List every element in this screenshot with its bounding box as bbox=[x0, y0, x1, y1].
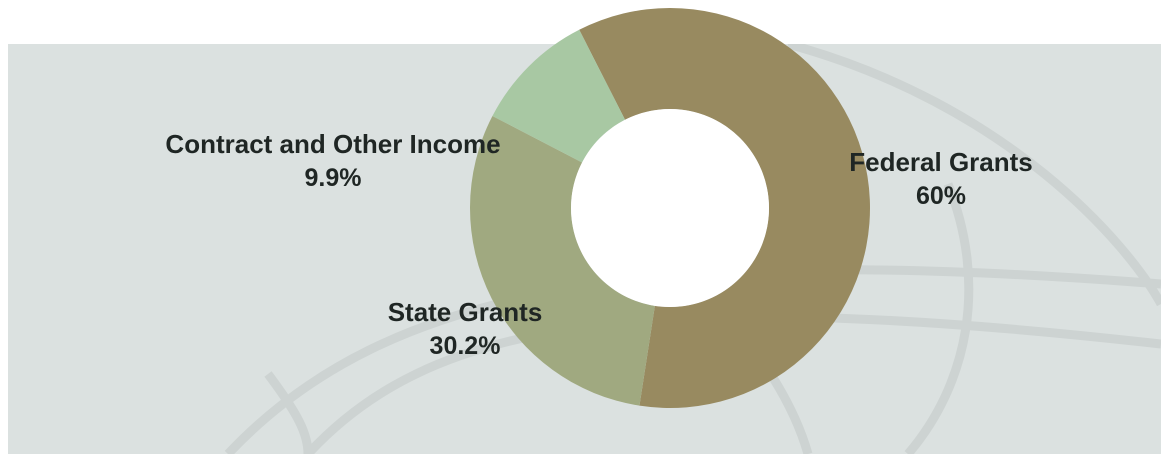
donut-hole bbox=[571, 109, 769, 307]
slice-name-contract-and-other-income: Contract and Other Income bbox=[165, 129, 501, 159]
slice-name-federal-grants: Federal Grants bbox=[849, 147, 1033, 177]
slice-value-contract-and-other-income: 9.9% bbox=[304, 163, 362, 192]
slice-value-state-grants: 30.2% bbox=[429, 331, 501, 360]
slice-label-federal-grants: Federal Grants 60% bbox=[826, 146, 1056, 212]
slice-name-state-grants: State Grants bbox=[387, 297, 543, 327]
slice-value-federal-grants: 60% bbox=[915, 181, 967, 210]
slice-label-contract-and-other-income: Contract and Other Income 9.9% bbox=[118, 128, 548, 194]
slice-label-state-grants: State Grants 30.2% bbox=[350, 296, 580, 362]
donut-slice-contract-and-other-income bbox=[492, 29, 626, 163]
donut-slice-federal-grants bbox=[579, 8, 870, 408]
donut-slice-state-grants bbox=[470, 115, 655, 406]
